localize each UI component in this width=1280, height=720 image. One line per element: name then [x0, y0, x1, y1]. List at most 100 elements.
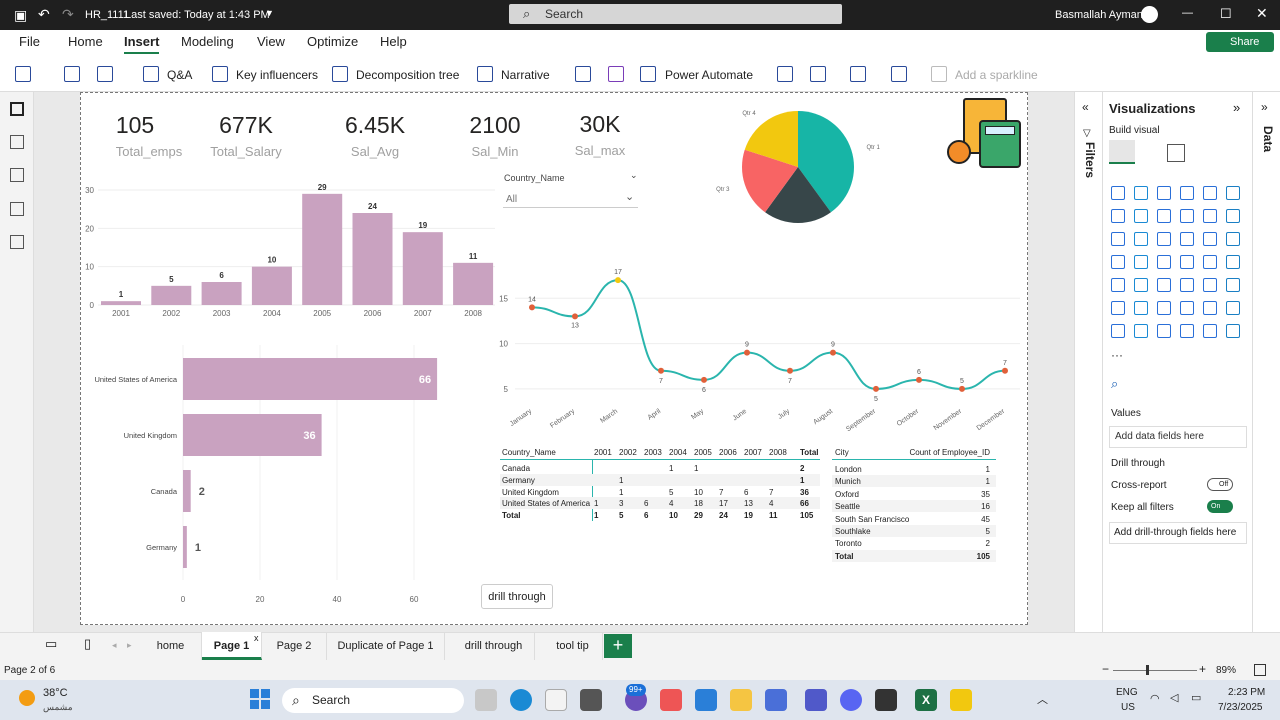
discord-icon[interactable]: [840, 689, 862, 711]
more-visuals-icon[interactable]: [97, 66, 113, 82]
undo-icon[interactable]: ↶: [38, 6, 50, 22]
visual-type-icon[interactable]: [1180, 209, 1194, 223]
edge-icon[interactable]: [510, 689, 532, 711]
drill-through-button[interactable]: drill through: [481, 584, 553, 609]
prev-page-icon[interactable]: ◂: [112, 640, 117, 650]
visual-type-icon[interactable]: [1203, 278, 1217, 292]
volume-icon[interactable]: ◁: [1170, 692, 1179, 704]
close-icon[interactable]: ✕: [1256, 5, 1268, 21]
visual-type-icon[interactable]: [1203, 324, 1217, 338]
visual-type-icon[interactable]: [1157, 232, 1171, 246]
collapse-filters-icon[interactable]: «: [1082, 100, 1089, 114]
teams-icon[interactable]: [765, 689, 787, 711]
windows-start-icon[interactable]: [250, 689, 270, 709]
close-tab-icon[interactable]: x: [254, 633, 259, 643]
expand-viz-icon[interactable]: »: [1233, 100, 1241, 115]
avatar[interactable]: [1141, 6, 1158, 23]
app-icon-6[interactable]: [875, 689, 897, 711]
visual-type-icon[interactable]: [1203, 255, 1217, 269]
visual-type-icon[interactable]: [1157, 255, 1171, 269]
clock-time[interactable]: 2:23 PM: [1228, 687, 1266, 698]
minimize-icon[interactable]: —: [1182, 7, 1193, 19]
visual-type-icon[interactable]: [1134, 255, 1148, 269]
visual-type-icon[interactable]: [1157, 186, 1171, 200]
filters-label[interactable]: Filters: [1083, 142, 1097, 179]
key-influencers-button[interactable]: Key influencers: [236, 68, 319, 82]
visual-type-icon[interactable]: [1134, 324, 1148, 338]
zoom-slider-handle[interactable]: [1146, 665, 1149, 675]
visual-type-icon[interactable]: [1226, 186, 1240, 200]
visual-type-icon[interactable]: [1157, 301, 1171, 315]
more-visuals-ellipsis[interactable]: ···: [1111, 348, 1123, 362]
shapes-icon[interactable]: [850, 66, 866, 82]
visual-type-icon[interactable]: [1134, 301, 1148, 315]
teams-icon-2[interactable]: [805, 689, 827, 711]
zoom-out-icon[interactable]: −: [1102, 662, 1110, 676]
narrative-button[interactable]: Narrative: [501, 68, 550, 82]
visual-type-icon[interactable]: [1226, 255, 1240, 269]
save-icon[interactable]: ▣: [14, 7, 28, 23]
visual-type-icon[interactable]: [1226, 278, 1240, 292]
menu-insert[interactable]: Insert: [124, 34, 160, 54]
qa-button[interactable]: Q&A: [167, 68, 193, 82]
visual-type-icon[interactable]: [1203, 186, 1217, 200]
visual-type-icon[interactable]: [1180, 301, 1194, 315]
build-visual-tab[interactable]: [1109, 140, 1135, 164]
power-automate-button[interactable]: Power Automate: [665, 68, 754, 82]
tab-drill-through[interactable]: drill through: [445, 632, 535, 660]
visual-type-icon[interactable]: [1180, 278, 1194, 292]
model-view-icon[interactable]: [10, 168, 24, 182]
visual-type-icon[interactable]: [1111, 324, 1125, 338]
format-visual-icon[interactable]: [1167, 144, 1185, 162]
country-slicer-dropdown[interactable]: All ⌄: [503, 190, 638, 208]
visual-type-icon[interactable]: [1111, 209, 1125, 223]
task-view-icon[interactable]: [475, 689, 497, 711]
visual-type-icon[interactable]: [1111, 232, 1125, 246]
report-view-icon[interactable]: [10, 102, 24, 116]
visual-type-icon[interactable]: [1226, 232, 1240, 246]
visual-type-icon[interactable]: [1111, 278, 1125, 292]
visual-type-icon[interactable]: [1111, 301, 1125, 315]
app-icon-1[interactable]: [545, 689, 567, 711]
add-values-field[interactable]: Add data fields here: [1109, 426, 1247, 448]
excel-icon[interactable]: X: [915, 689, 937, 711]
menu-view[interactable]: View: [257, 34, 285, 49]
taskbar-search[interactable]: ⌕ Search: [282, 688, 464, 713]
show-hidden-icons[interactable]: ︿: [1037, 694, 1048, 706]
search-icon[interactable]: ⌕: [1111, 376, 1119, 391]
decomposition-tree-icon[interactable]: [332, 66, 348, 82]
data-label[interactable]: Data: [1261, 126, 1275, 153]
share-button[interactable]: Share: [1206, 32, 1274, 52]
tab-tool-tip[interactable]: tool tip: [535, 632, 603, 660]
battery-icon[interactable]: ▭: [1191, 692, 1202, 704]
tab-home[interactable]: home: [140, 632, 202, 660]
menu-help[interactable]: Help: [380, 34, 407, 49]
redo-icon[interactable]: ↷: [62, 6, 74, 22]
menu-modeling[interactable]: Modeling: [181, 34, 234, 49]
text-box-icon[interactable]: [64, 66, 80, 82]
temperature[interactable]: 38°C: [43, 687, 68, 699]
power-bi-icon[interactable]: [950, 689, 972, 711]
visual-type-icon[interactable]: [1134, 186, 1148, 200]
power-automate-icon[interactable]: [640, 66, 656, 82]
menu-file[interactable]: File: [19, 34, 40, 49]
visual-type-icon[interactable]: [1203, 232, 1217, 246]
decomposition-tree-button[interactable]: Decomposition tree: [356, 68, 460, 82]
fit-to-page-icon[interactable]: [1254, 664, 1266, 676]
app-icon-4[interactable]: [660, 689, 682, 711]
new-visual-icon[interactable]: [15, 66, 31, 82]
city-table[interactable]: City Count of Employee_ID London 1 Munich 1 Ox…: [832, 447, 996, 565]
table-view-icon[interactable]: [10, 135, 24, 149]
cross-report-toggle[interactable]: Off: [1207, 478, 1233, 491]
visual-type-icon[interactable]: [1203, 301, 1217, 315]
visual-type-icon[interactable]: [1180, 186, 1194, 200]
visual-type-icon[interactable]: [1180, 324, 1194, 338]
language-eng[interactable]: ENG: [1116, 687, 1138, 698]
wifi-icon[interactable]: ◠: [1150, 693, 1160, 705]
desktop-layout-icon[interactable]: ▭: [45, 636, 58, 651]
buttons-icon[interactable]: [810, 66, 826, 82]
visual-type-icon[interactable]: [1226, 301, 1240, 315]
visual-type-icon[interactable]: [1111, 186, 1125, 200]
visual-type-icon[interactable]: [1134, 278, 1148, 292]
